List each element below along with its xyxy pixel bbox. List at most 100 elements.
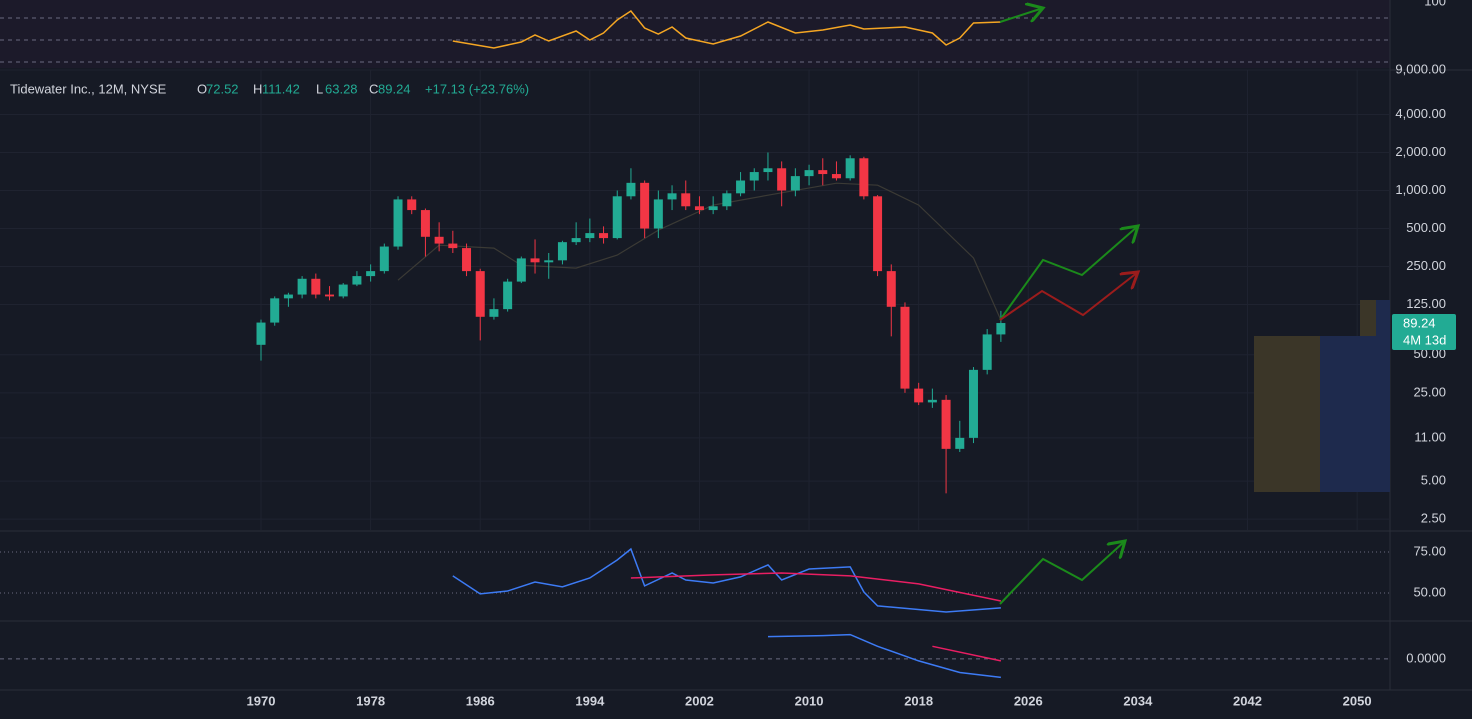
x-tick-label: 2026 (1014, 693, 1043, 708)
candle-body (462, 248, 472, 272)
candle-body (736, 180, 746, 194)
candle-body (475, 271, 485, 317)
candle-body (612, 196, 622, 239)
candle-body (845, 158, 855, 179)
y-tick-label: 2.50 (1421, 511, 1446, 526)
position-tool (1254, 300, 1390, 492)
candle-body (873, 196, 883, 272)
ohlc-value: 89.24 (378, 81, 411, 96)
top-pane (0, 0, 1390, 68)
candle-body (407, 199, 417, 211)
candle-body (571, 238, 581, 243)
pane-borders (0, 0, 1472, 691)
ohlc-label: C (369, 81, 378, 96)
candle-body (530, 258, 540, 263)
y-tick-label: 100 (1424, 0, 1446, 9)
y-tick-label: 11.00 (1414, 429, 1446, 444)
candle-body (503, 281, 513, 310)
candle-body (434, 236, 444, 244)
candle-body (283, 294, 293, 299)
candle-body (722, 193, 732, 207)
x-tick-label: 1994 (575, 693, 605, 708)
plot (256, 9, 1006, 679)
candle-body (270, 298, 280, 323)
price-label-bg (1392, 314, 1456, 351)
candle-body (585, 233, 595, 239)
y-tick-label: 500.00 (1406, 220, 1446, 235)
candle-body (886, 271, 896, 307)
candle-body (557, 242, 567, 261)
candle-body (941, 399, 951, 449)
y-tick-label: 50.00 (1413, 584, 1446, 599)
candle-body (804, 170, 814, 177)
candle-body (996, 323, 1006, 335)
y-tick-label: 250.00 (1406, 258, 1446, 273)
x-tick-label: 2018 (904, 693, 933, 708)
candle-body (366, 271, 376, 277)
candle-body (708, 206, 718, 211)
candle-body (749, 172, 759, 181)
candle-body (927, 399, 937, 403)
ohlc-value: 72.52 (206, 81, 239, 96)
y-tick-label: 1,000.00 (1395, 182, 1446, 197)
candle-body (379, 246, 389, 272)
candle-body (311, 278, 321, 295)
candle-body (256, 322, 266, 345)
line-series (630, 572, 1002, 602)
candle-body (626, 182, 636, 197)
candle-body (352, 276, 362, 285)
candle-body (599, 233, 609, 239)
ohlc-label: L (316, 81, 323, 96)
candle-body (325, 294, 335, 297)
candle-body (694, 206, 704, 211)
y-tick-label: 4,000.00 (1395, 106, 1446, 121)
candle-body (777, 168, 787, 191)
candle-body (420, 210, 430, 237)
y-tick-label: 125.00 (1406, 296, 1446, 311)
candle-body (640, 182, 650, 229)
symbol-title: Tidewater Inc., 12M, NYSE (10, 81, 167, 96)
ohlc-value: 111.42 (262, 81, 300, 96)
candle-body (790, 176, 800, 191)
candle-body (544, 260, 554, 263)
x-tick-label: 2002 (685, 693, 714, 708)
grid (0, 69, 1390, 660)
y-tick-label: 25.00 (1413, 384, 1446, 399)
line-series (452, 9, 1001, 49)
line-series (767, 633, 1001, 679)
x-tick-label: 1978 (356, 693, 385, 708)
y-tick-label: 0.0000 (1406, 650, 1446, 665)
candle-body (653, 199, 663, 229)
candle-body (393, 199, 403, 247)
candle-body (489, 309, 499, 317)
candle-body (914, 388, 924, 403)
candle-body (982, 334, 992, 370)
candle-body (900, 306, 910, 389)
x-tick-label: 1986 (466, 693, 495, 708)
x-tick-label: 1970 (247, 693, 276, 708)
candle-body (859, 158, 869, 197)
ohlc-label: H (253, 81, 262, 96)
y-tick-label: 2,000.00 (1395, 144, 1446, 159)
candle-body (338, 284, 348, 297)
ohlc-value: 63.28 (325, 81, 358, 96)
countdown-label: 4M 13d (1403, 332, 1446, 347)
x-tick-label: 2034 (1123, 693, 1153, 708)
candle-body (763, 168, 773, 173)
candle-body (968, 369, 978, 438)
line-series (452, 547, 1001, 613)
projection-drawings (999, 8, 1138, 605)
candle-body (297, 278, 307, 295)
candle-body (818, 170, 828, 175)
candle-body (955, 437, 965, 449)
candle-body (448, 243, 458, 249)
candle-body (681, 193, 691, 207)
line-series (397, 182, 1002, 321)
candle-body (831, 174, 841, 179)
price-label: 89.24 (1403, 315, 1436, 330)
candle-body (667, 193, 677, 200)
x-tick-label: 2050 (1343, 693, 1372, 708)
x-tick-label: 2010 (795, 693, 824, 708)
y-tick-label: 9,000.00 (1395, 61, 1446, 76)
